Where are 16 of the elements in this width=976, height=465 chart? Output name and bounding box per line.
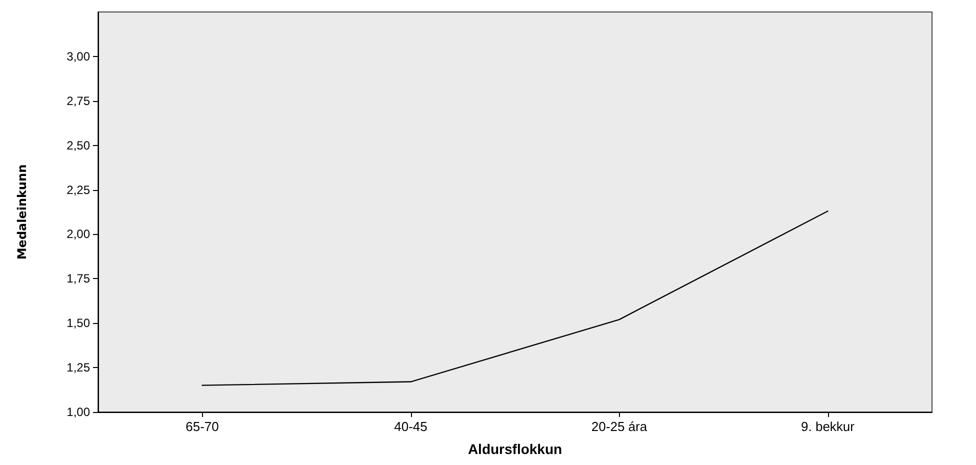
x-axis-title: Aldursflokkun (468, 441, 562, 457)
y-tick-label: 2,75 (66, 94, 90, 108)
x-tick-label: 40-45 (394, 419, 428, 434)
y-tick-label: 2,00 (66, 227, 90, 242)
y-tick-label: 1,50 (66, 316, 90, 330)
x-tick-label: 9. bekkur (801, 419, 856, 434)
line-series (202, 210, 828, 386)
y-tick-label: 2,25 (66, 182, 90, 197)
y-tick-label: 3,00 (66, 49, 90, 64)
y-tick-label: 2,50 (66, 138, 90, 152)
y-tick-label: 1,00 (66, 405, 90, 419)
y-tick-label: 1,25 (66, 360, 90, 375)
x-tick-label: 20-25 ára (591, 419, 648, 434)
y-tick-label: 1,75 (66, 272, 90, 286)
x-tick-label: 65-70 (186, 419, 219, 434)
y-axis-title: Medaleinkunn (15, 164, 29, 260)
